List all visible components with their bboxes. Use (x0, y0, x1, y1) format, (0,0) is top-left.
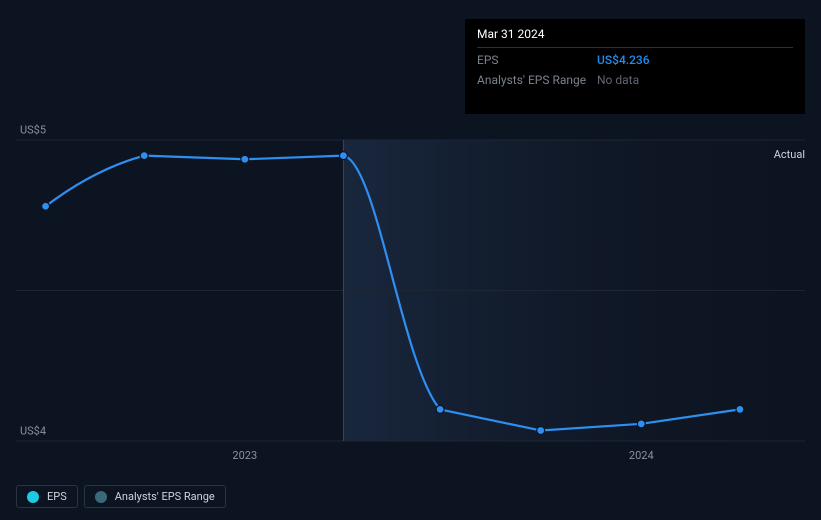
tooltip-label: EPS (477, 52, 597, 68)
legend-swatch-icon (95, 491, 107, 503)
legend-label: EPS (47, 490, 67, 503)
tooltip-title: Mar 31 2024 (477, 27, 793, 48)
chart-legend: EPS Analysts' EPS Range (16, 485, 226, 508)
tooltip-label: Analysts' EPS Range (477, 72, 597, 88)
tooltip-value: US$4.236 (597, 52, 650, 68)
x-axis-label: 2024 (629, 449, 654, 462)
tooltip-row-eps: EPS US$4.236 (477, 48, 793, 68)
tooltip-row-range: Analysts' EPS Range No data (477, 68, 793, 88)
actual-region-label: Actual (774, 148, 805, 161)
legend-swatch-icon (27, 491, 39, 503)
x-axis-label: 2023 (232, 449, 257, 462)
chart-tooltip: Mar 31 2024 EPS US$4.236 Analysts' EPS R… (465, 19, 805, 114)
y-axis-label: US$4 (20, 425, 46, 438)
legend-item-range[interactable]: Analysts' EPS Range (84, 485, 226, 508)
tooltip-value: No data (597, 72, 639, 88)
chart-container: Mar 31 2024 EPS US$4.236 Analysts' EPS R… (16, 0, 805, 508)
legend-label: Analysts' EPS Range (115, 490, 215, 503)
legend-item-eps[interactable]: EPS (16, 485, 78, 508)
y-axis-label: US$5 (20, 124, 46, 137)
